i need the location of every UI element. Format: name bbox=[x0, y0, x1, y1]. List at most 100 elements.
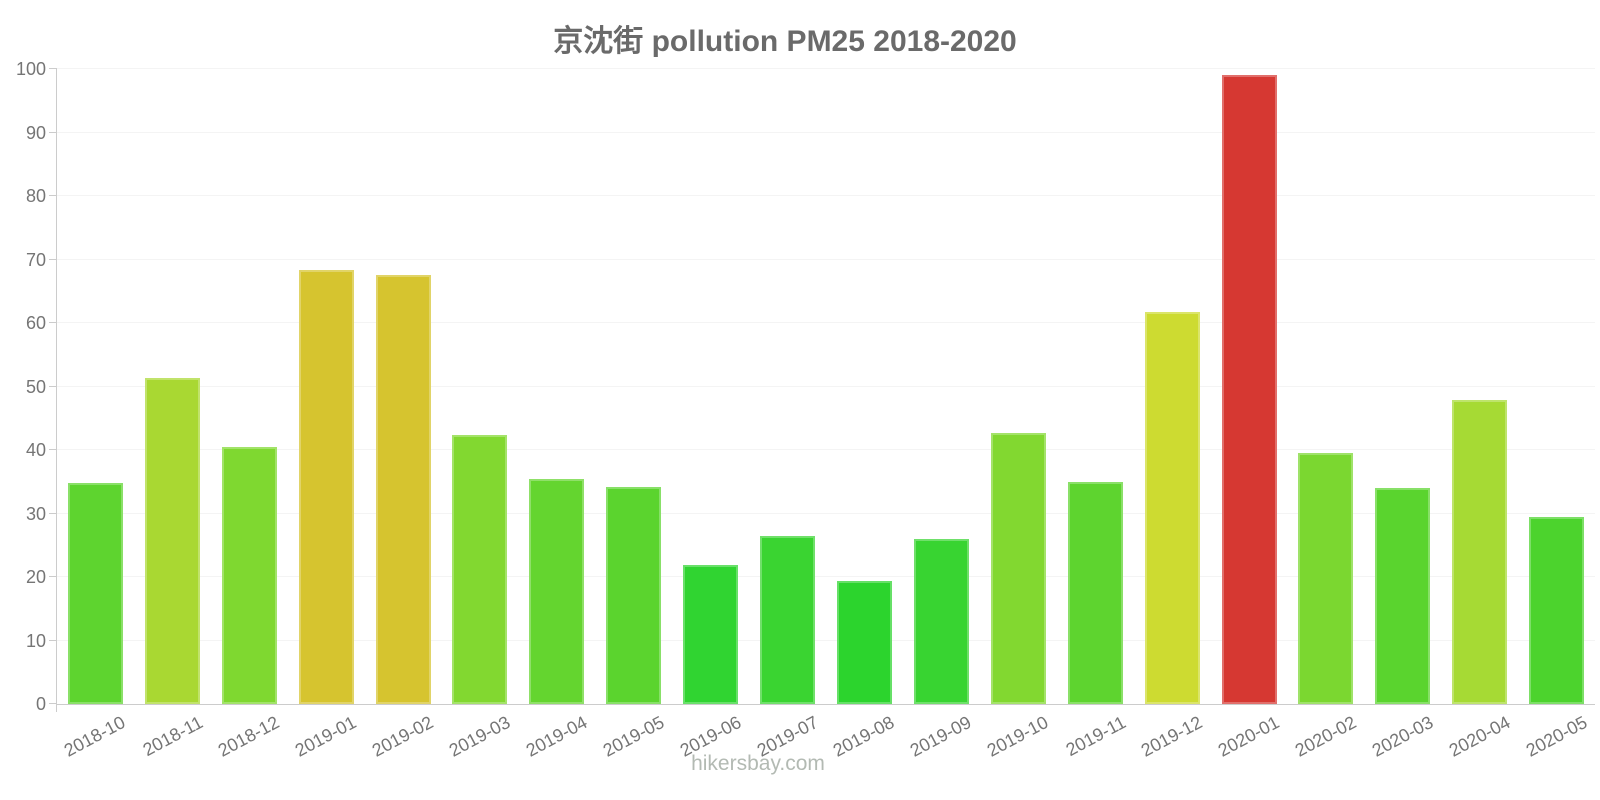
bar-2020-02[interactable] bbox=[1298, 452, 1354, 704]
y-tick-40 bbox=[49, 449, 57, 450]
y-axis-label-40: 40 bbox=[25, 440, 46, 460]
bar-slot bbox=[1211, 69, 1288, 704]
x-axis-label-2019-11: 2019-11 bbox=[1062, 712, 1129, 761]
gridline-100 bbox=[57, 68, 1595, 69]
x-label-slot: 2020-01 bbox=[1211, 704, 1288, 764]
x-axis-label-2019-02: 2019-02 bbox=[368, 712, 437, 761]
y-axis-label-50: 50 bbox=[25, 376, 46, 397]
y-tick-0 bbox=[49, 703, 57, 704]
bar-2018-11[interactable] bbox=[144, 377, 200, 704]
x-axis-label-2019-08: 2019-08 bbox=[830, 712, 898, 761]
bar-2019-06[interactable] bbox=[683, 564, 739, 704]
bar-2020-01[interactable] bbox=[1221, 75, 1277, 704]
y-tick-20 bbox=[49, 576, 57, 577]
x-axis-label-2018-11: 2018-11 bbox=[139, 712, 206, 761]
x-label-slot: 2019-10 bbox=[980, 704, 1057, 764]
bar-2020-05[interactable] bbox=[1529, 516, 1585, 704]
bar-2018-10[interactable] bbox=[67, 483, 123, 704]
bar-2019-05[interactable] bbox=[606, 487, 662, 704]
y-tick-10 bbox=[49, 639, 57, 641]
bar-2019-08[interactable] bbox=[837, 581, 893, 704]
y-axis-label-100: 100 bbox=[15, 59, 46, 79]
bar-slot bbox=[442, 69, 519, 704]
bar-slot bbox=[1057, 69, 1134, 704]
bar-slot bbox=[1518, 69, 1595, 704]
y-tick-90 bbox=[49, 131, 57, 133]
x-label-slot: 2019-05 bbox=[595, 704, 672, 764]
bar-2020-04[interactable] bbox=[1452, 400, 1508, 704]
x-axis-label-2019-01: 2019-01 bbox=[291, 712, 360, 761]
bar-slot bbox=[1134, 69, 1211, 704]
x-axis-line bbox=[56, 704, 1595, 705]
bar-2019-11[interactable] bbox=[1067, 482, 1123, 704]
gridline-70 bbox=[57, 258, 1595, 260]
bar-slot bbox=[134, 69, 211, 704]
x-label-slot: 2019-11 bbox=[1057, 704, 1134, 764]
gridline-40 bbox=[57, 449, 1595, 450]
x-axis-label-2018-10: 2018-10 bbox=[61, 712, 129, 761]
bar-2019-09[interactable] bbox=[913, 538, 969, 704]
bar-2019-01[interactable] bbox=[298, 269, 354, 704]
x-label-slot: 2019-03 bbox=[442, 704, 519, 764]
y-tick-60 bbox=[49, 322, 57, 323]
gridline-60 bbox=[57, 322, 1595, 323]
bar-slot bbox=[211, 69, 288, 704]
bar-slot bbox=[903, 69, 980, 704]
x-label-slot: 2019-08 bbox=[826, 704, 903, 764]
bar-slot bbox=[749, 69, 826, 704]
bar-slot bbox=[1288, 69, 1365, 704]
x-label-slot: 2019-01 bbox=[288, 704, 365, 764]
bar-slot bbox=[980, 69, 1057, 704]
x-axis-label-2019-05: 2019-05 bbox=[599, 712, 668, 761]
bar-slot bbox=[518, 69, 595, 704]
bars-row bbox=[57, 69, 1595, 704]
x-axis-label-2019-10: 2019-10 bbox=[983, 712, 1052, 761]
x-label-slot: 2018-10 bbox=[57, 704, 134, 764]
x-label-slot: 2019-12 bbox=[1134, 704, 1211, 764]
bar-slot bbox=[1441, 69, 1518, 704]
x-label-slot: 2020-05 bbox=[1518, 704, 1595, 764]
y-axis-label-20: 20 bbox=[25, 567, 46, 587]
bar-slot bbox=[57, 69, 134, 704]
plot-area bbox=[49, 68, 1595, 712]
x-label-slot: 2019-04 bbox=[518, 704, 595, 764]
y-axis-label-80: 80 bbox=[25, 186, 46, 206]
bar-2019-04[interactable] bbox=[529, 478, 585, 704]
y-axis-label-70: 70 bbox=[25, 249, 46, 270]
bar-slot bbox=[826, 69, 903, 704]
y-tick-70 bbox=[49, 258, 57, 260]
x-axis-label-2020-03: 2020-03 bbox=[1368, 712, 1437, 761]
bar-2019-07[interactable] bbox=[760, 535, 816, 704]
bar-2019-03[interactable] bbox=[452, 435, 508, 704]
watermark-text: hikersbay.com bbox=[691, 752, 825, 775]
x-axis-label-2020-01: 2020-01 bbox=[1214, 712, 1283, 761]
y-axis-label-60: 60 bbox=[25, 313, 46, 333]
x-label-slot: 2020-02 bbox=[1288, 704, 1365, 764]
y-axis-label-10: 10 bbox=[25, 630, 46, 651]
gridline-50 bbox=[57, 385, 1595, 387]
x-label-slot: 2018-12 bbox=[211, 704, 288, 764]
x-axis-label-2019-12: 2019-12 bbox=[1137, 712, 1206, 761]
x-axis-label-2020-02: 2020-02 bbox=[1291, 712, 1360, 761]
y-axis-label-0: 0 bbox=[35, 694, 46, 714]
bar-2019-10[interactable] bbox=[990, 432, 1046, 704]
x-label-slot: 2018-11 bbox=[134, 704, 211, 764]
x-label-slot: 2020-03 bbox=[1364, 704, 1441, 764]
gridline-10 bbox=[57, 639, 1595, 641]
y-tick-30 bbox=[49, 512, 57, 514]
y-tick-100 bbox=[49, 68, 57, 69]
bar-2018-12[interactable] bbox=[221, 447, 277, 704]
x-label-slot: 2019-02 bbox=[365, 704, 442, 764]
x-axis-label-2020-05: 2020-05 bbox=[1522, 712, 1591, 761]
x-axis-label-2019-09: 2019-09 bbox=[907, 712, 975, 761]
x-label-slot: 2019-09 bbox=[903, 704, 980, 764]
bar-slot bbox=[1364, 69, 1441, 704]
bar-2019-02[interactable] bbox=[375, 274, 431, 704]
x-axis-labels: 2018-10 2018-11 2018-12 2019-01 2019-02 2019-… bbox=[57, 704, 1595, 764]
gridline-80 bbox=[57, 195, 1595, 196]
gridline-20 bbox=[57, 576, 1595, 577]
bar-2020-03[interactable] bbox=[1375, 488, 1431, 704]
bar-2019-12[interactable] bbox=[1144, 311, 1200, 704]
x-axis-label-2020-04: 2020-04 bbox=[1445, 712, 1514, 761]
